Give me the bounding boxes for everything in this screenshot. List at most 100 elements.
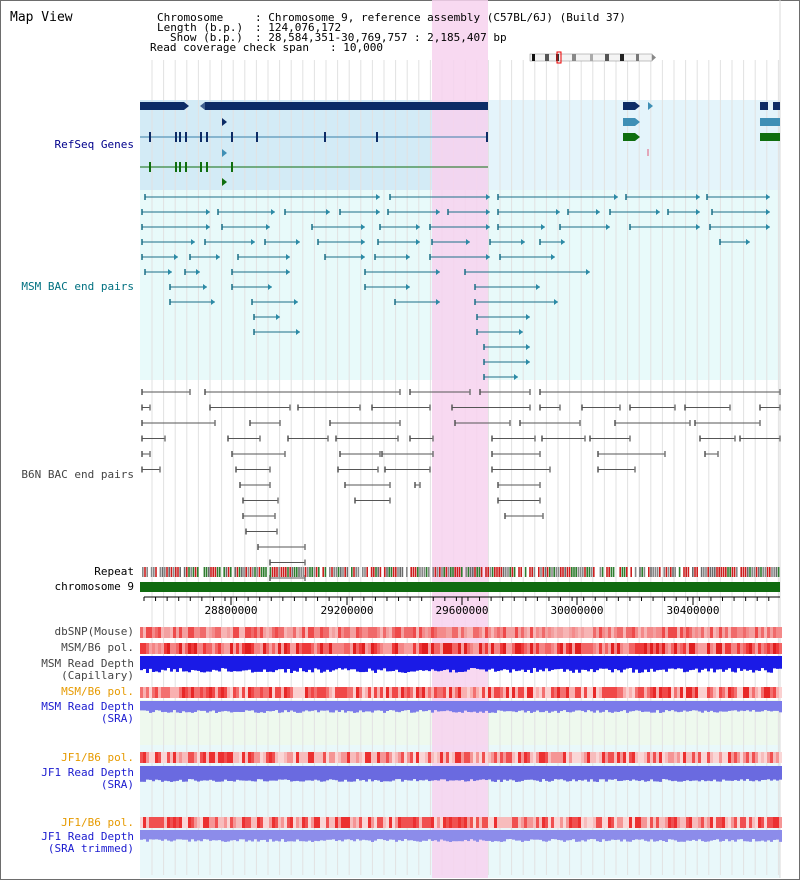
length-label: Length (b.p.) bbox=[157, 21, 244, 34]
msm-depth-sra-bar bbox=[272, 701, 275, 711]
msm-depth-sra-bar bbox=[518, 701, 521, 711]
msm-b6-pol-heat bbox=[446, 643, 449, 654]
jf1-b6-pol-heat bbox=[596, 752, 599, 763]
dbsnp-heat bbox=[560, 627, 563, 638]
jf1-b6-pol-heat bbox=[566, 752, 569, 763]
msm-b6-pol-heat bbox=[638, 643, 641, 654]
repeat-mark bbox=[507, 567, 509, 577]
jf1-b6-pol-2-heat bbox=[515, 817, 518, 828]
jf1-depth-sra-bar bbox=[368, 766, 371, 780]
dbsnp-heat bbox=[623, 627, 626, 638]
jf1-depth-trim-bar bbox=[185, 830, 188, 840]
jf1-depth-sra-bar bbox=[203, 766, 206, 781]
jf1-b6-pol-2-heat bbox=[575, 817, 578, 828]
dbsnp-heat bbox=[572, 627, 575, 638]
jf1-b6-pol-heat bbox=[227, 752, 230, 763]
jf1-b6-pol-2-heat bbox=[680, 817, 683, 828]
dbsnp-heat bbox=[149, 627, 152, 638]
jf1-depth-sra-bar bbox=[596, 766, 599, 782]
msm-b6-pol-sra-heat bbox=[737, 687, 740, 698]
msm-depth-sra-bar bbox=[563, 701, 566, 711]
msm-bac-end bbox=[296, 239, 300, 245]
msm-b6-pol-heat bbox=[536, 643, 539, 654]
msm-b6-pol-heat bbox=[626, 643, 629, 654]
msm-bac-label[interactable]: MSM BAC end pairs bbox=[21, 280, 134, 293]
dbsnp-heat bbox=[341, 627, 344, 638]
jf1-depth-trim-bar bbox=[332, 830, 335, 840]
jf1-b6-pol-2-heat bbox=[470, 817, 473, 828]
msm-depth-capillary-bar bbox=[245, 656, 248, 671]
msm-b6-pol-sra-heat bbox=[362, 687, 365, 698]
msm-depth-capillary-bar bbox=[773, 656, 776, 669]
msm-b6-pol-sra-heat bbox=[281, 687, 284, 698]
jf1-depth-trim-bar bbox=[176, 830, 179, 840]
msm-bac-end bbox=[406, 254, 410, 260]
msm-depth-sra-bar bbox=[725, 701, 728, 712]
jf1-depth-trim-bar bbox=[146, 830, 149, 842]
jf1-b6-pol-2-heat bbox=[731, 817, 734, 828]
msm-depth-sra-bar bbox=[419, 701, 422, 711]
msm-depth-sra-bar bbox=[233, 701, 236, 712]
msm-depth-sra-bar bbox=[377, 701, 380, 711]
jf1-b6-pol-2-heat bbox=[773, 817, 776, 828]
jf1-depth-sra-bar bbox=[551, 766, 554, 781]
jf1-b6-pol-heat bbox=[212, 752, 215, 763]
jf1-b6-pol-2-heat bbox=[758, 817, 761, 828]
jf1-depth-sra-bar bbox=[344, 766, 347, 780]
repeat-mark bbox=[285, 567, 287, 577]
msm-b6-pol-sra-heat bbox=[524, 687, 527, 698]
msm-bac-end bbox=[168, 269, 172, 275]
msm-depth-capillary-bar bbox=[749, 656, 752, 670]
jf1-b6-pol-2-heat bbox=[536, 817, 539, 828]
jf1-b6-pol-heat bbox=[683, 752, 686, 763]
jf1-depth-trim-bar bbox=[530, 830, 533, 840]
highlight-region bbox=[432, 0, 488, 878]
jf1-depth-sra-bar bbox=[365, 766, 368, 782]
repeat-mark bbox=[667, 567, 670, 577]
jf1-depth-sra-bar bbox=[260, 766, 263, 780]
msm-b6-pol-sra-heat bbox=[521, 687, 524, 698]
jf1-depth-sra-bar bbox=[272, 766, 275, 781]
msm-b6-pol-heat bbox=[290, 643, 293, 654]
msm-bac-end bbox=[286, 254, 290, 260]
msm-bac-end bbox=[436, 209, 440, 215]
msm-depth-capillary-bar bbox=[533, 656, 536, 669]
jf1-depth-sra-bar bbox=[140, 766, 143, 782]
jf1-depth-trim-bar bbox=[590, 830, 593, 840]
msm-depth-sra-bar bbox=[515, 701, 518, 713]
repeat-mark bbox=[720, 567, 723, 577]
msm-b6-pol-sra-heat bbox=[260, 687, 263, 698]
map-view-title: Map View bbox=[10, 10, 73, 25]
jf1-b6-pol-2-heat bbox=[182, 817, 185, 828]
msm-depth-sra-bar bbox=[590, 701, 593, 712]
b6n-bac-label[interactable]: B6N BAC end pairs bbox=[21, 468, 134, 481]
msm-b6-pol-heat bbox=[593, 643, 596, 654]
jf1-depth-sra-bar bbox=[656, 766, 659, 782]
msm-depth-sra-bar bbox=[449, 701, 452, 712]
msm-depth-sra-bar bbox=[203, 701, 206, 711]
jf1-depth-sra-bar bbox=[308, 766, 311, 781]
msm-b6-pol-heat bbox=[314, 643, 317, 654]
msm-depth-sra-bar bbox=[188, 701, 191, 713]
repeat-mark bbox=[729, 567, 731, 577]
jf1-depth-trim-bar bbox=[314, 830, 317, 841]
jf1-b6-pol-2-heat bbox=[620, 817, 623, 828]
jf1-b6-pol-2-heat bbox=[641, 817, 644, 828]
dbsnp-heat bbox=[515, 627, 518, 638]
jf1-b6-pol-heat bbox=[515, 752, 518, 763]
jf1-b6-pol-2-heat bbox=[311, 817, 314, 828]
repeat-mark bbox=[742, 567, 745, 577]
refseq-genes-label[interactable]: RefSeq Genes bbox=[54, 138, 134, 151]
jf1-b6-pol-heat bbox=[296, 752, 299, 763]
msm-b6-pol-sra-heat bbox=[488, 687, 491, 698]
jf1-depth-trim-bar bbox=[179, 830, 182, 840]
repeat-mark bbox=[203, 567, 206, 577]
msm-depth-sra-bar bbox=[536, 701, 539, 711]
dbsnp-heat bbox=[704, 627, 707, 638]
msm-depth-capillary-bar bbox=[665, 656, 668, 672]
jf1-b6-pol-heat bbox=[437, 752, 440, 763]
jf1-b6-pol-2-heat bbox=[329, 817, 332, 828]
repeat-mark bbox=[769, 567, 771, 577]
jf1-depth-trim-bar bbox=[302, 830, 305, 842]
